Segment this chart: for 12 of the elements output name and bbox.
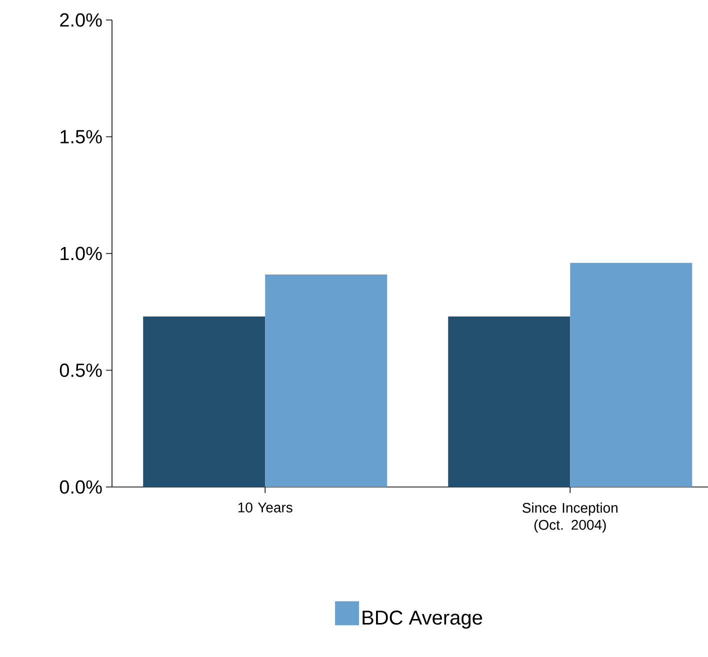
y-tick-label: 0.5% [60, 364, 102, 377]
y-tick-label: 0.0% [60, 480, 102, 494]
bar [448, 316, 570, 487]
legend-label: BDC Average [362, 610, 482, 629]
y-tick-label: 2.0% [60, 13, 102, 27]
bar [570, 262, 692, 487]
x-tick-label: 10 Years [238, 502, 292, 512]
x-tick-label: Since Inception (Oct. 2004) [522, 502, 618, 533]
bar [143, 316, 266, 487]
y-tick-label: 1.5% [60, 130, 102, 144]
bar [265, 274, 388, 487]
y-tick-label: 1.0% [60, 246, 102, 260]
